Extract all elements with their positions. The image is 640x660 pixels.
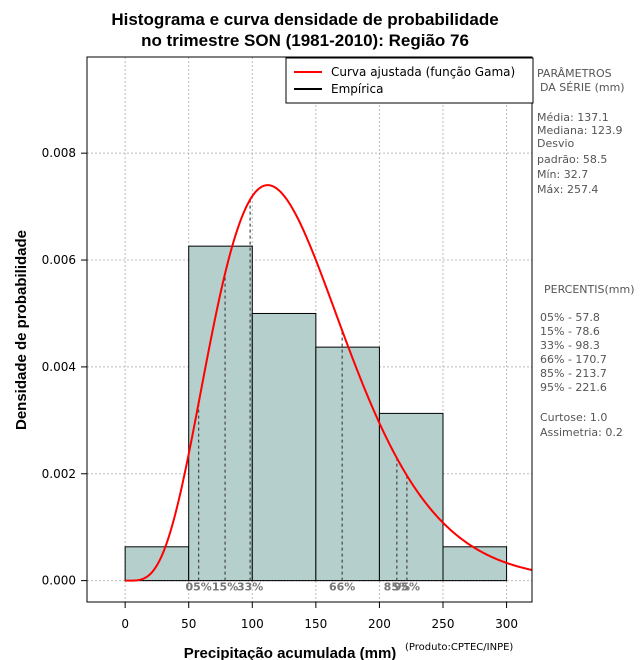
legend: Curva ajustada (função Gama) Empírica [285,57,534,104]
x-tick-label: 0 [121,617,129,631]
stat-min: Mín: 32.7 [537,168,588,181]
params-title-1: PARÂMETROS [537,67,612,80]
percentile-05: 05% - 57.8 [540,311,600,324]
plot-frame [86,56,533,603]
x-tick-label: 200 [368,617,391,631]
gamma-curve [125,184,533,582]
percentile-15: 15% - 78.6 [540,325,600,338]
product-credit: (Produto:CPTEC/INPE) [405,642,513,653]
stat-median: Mediana: 123.9 [537,124,622,137]
y-tick-label: 0.000 [42,574,76,588]
chart-title-line-2: no trimestre SON (1981-2010): Região 76 [141,31,469,50]
stat-max: Máx: 257.4 [537,183,598,196]
percentile-33: 33% - 98.3 [540,339,600,352]
percentile-85: 85% - 213.7 [540,367,607,380]
histogram-bar [315,346,380,582]
legend-label-empirical: Empírica [331,82,383,96]
chart-title-line-1: Histograma e curva densidade de probabil… [111,10,498,29]
params-title-2: DA SÉRIE (mm) [540,81,625,94]
percentile-marker-label: 66% [329,581,355,594]
stat-kurtosis: Curtose: 1.0 [540,411,607,424]
percentis-title: PERCENTIS(mm) [544,283,635,296]
percentile-marker-label: 85% [384,581,410,594]
x-axis-label: Precipitação acumulada (mm) [184,645,397,660]
stat-mean: Média: 137.1 [537,111,609,124]
y-tick-label: 0.008 [42,146,76,160]
histogram-bar [442,546,508,582]
histogram-bar [251,312,317,582]
x-tick-label: 150 [304,617,327,631]
percentile-95: 95% - 221.6 [540,381,607,394]
legend-box [285,57,534,104]
side-panel: PARÂMETROS DA SÉRIE (mm) Média: 137.1 Me… [537,67,635,439]
y-tick-label: 0.006 [42,253,76,267]
histogram-bar [378,412,444,582]
y-tick-label: 0.004 [42,360,76,374]
percentile-66: 66% - 170.7 [540,353,607,366]
y-axis-label: Densidade de probabilidade [13,230,30,430]
percentile-marker-label: 05% [185,581,211,594]
x-tick-label: 250 [432,617,455,631]
y-tick-label: 0.002 [42,467,76,481]
percentile-marker-label: 15% [212,581,238,594]
legend-label-gamma: Curva ajustada (função Gama) [331,65,515,79]
plot-area: 05% 15%33% 66% 85%95% 0 50 100 150 200 250 300 0.00… [42,56,533,631]
stat-sd-value: padrão: 58.5 [537,153,607,166]
stat-sd-label: Desvio [537,137,575,150]
x-tick-label: 300 [495,617,518,631]
x-tick-label: 100 [241,617,264,631]
percentile-marker-label: 33% [237,581,263,594]
stat-skewness: Assimetria: 0.2 [540,426,623,439]
x-tick-label: 50 [181,617,196,631]
percentile-marker-label: 95% [394,581,420,594]
